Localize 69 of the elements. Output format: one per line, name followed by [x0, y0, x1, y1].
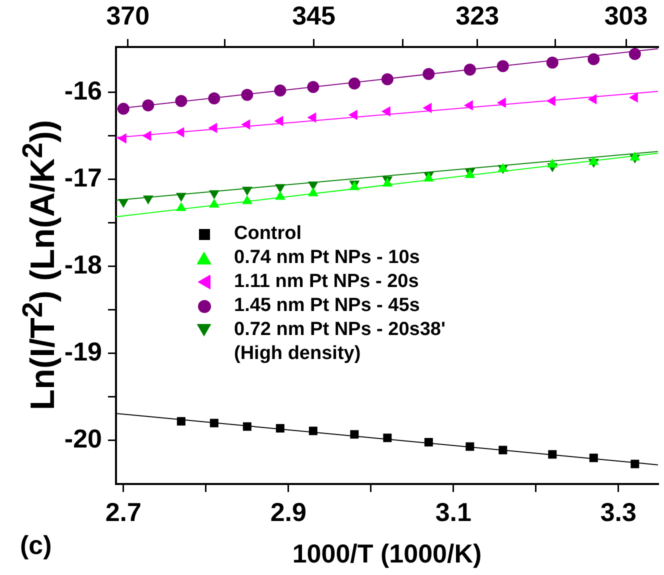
y-tick-label: -18	[64, 250, 102, 280]
legend-label: 1.11 nm Pt NPs - 20s	[234, 270, 419, 294]
point	[348, 78, 360, 90]
point	[176, 417, 186, 426]
x-tick-label: 2.7	[105, 496, 142, 527]
point	[142, 99, 154, 112]
point	[242, 186, 252, 196]
point	[422, 68, 435, 80]
x-tick-label: 3.3	[600, 496, 636, 527]
point	[589, 454, 598, 462]
point	[242, 422, 252, 431]
legend-label: 1.45 nm Pt NPs - 45s	[234, 294, 420, 318]
point	[142, 195, 154, 204]
point	[274, 184, 286, 194]
point	[630, 460, 640, 468]
point	[381, 73, 394, 86]
point	[208, 122, 218, 134]
text: (c)	[20, 530, 52, 561]
y-tick-label: -20	[64, 424, 102, 454]
point	[348, 110, 358, 120]
point	[117, 133, 126, 144]
x2-tick-label: 323	[456, 0, 500, 31]
point	[308, 426, 318, 436]
point	[381, 106, 390, 117]
point	[307, 112, 316, 123]
point	[208, 92, 220, 104]
point	[422, 102, 432, 114]
point	[496, 98, 506, 108]
point	[142, 130, 152, 141]
point	[175, 127, 184, 138]
point	[628, 48, 641, 60]
point	[548, 450, 557, 459]
x-tick-label: 3.1	[435, 496, 472, 527]
point	[176, 192, 186, 202]
point	[208, 190, 220, 200]
x2-tick-label: 345	[292, 0, 336, 31]
y-tick-label: -19	[64, 336, 102, 367]
x-axis-title: 1000/T (1000/K)	[292, 538, 482, 569]
point	[276, 424, 284, 433]
y-tick-label: -16	[64, 75, 102, 106]
point	[464, 64, 476, 76]
point	[241, 119, 250, 130]
x2-tick-label: 370	[106, 0, 150, 31]
point	[466, 442, 474, 451]
legend-label: 0.72 nm Pt NPs - 20s38' (High density)	[234, 318, 446, 366]
point	[628, 92, 638, 103]
point	[307, 81, 320, 94]
point	[241, 88, 254, 101]
point	[274, 116, 284, 126]
point	[118, 198, 129, 208]
point	[274, 84, 286, 97]
point	[117, 102, 130, 115]
point	[496, 60, 509, 72]
x2-tick-label: 303	[604, 0, 648, 31]
point	[424, 438, 433, 446]
point	[175, 94, 188, 107]
y-tick-label: -17	[64, 162, 102, 192]
legend-label: Control	[234, 222, 302, 246]
point	[464, 100, 473, 111]
legend-label: 0.74 nm Pt NPs - 10s	[234, 246, 420, 270]
x-tick-label: 2.9	[270, 496, 306, 527]
point	[210, 418, 218, 428]
point	[546, 96, 556, 106]
point	[588, 53, 600, 66]
point	[498, 446, 508, 454]
point	[383, 434, 392, 442]
point	[546, 56, 558, 69]
point	[350, 430, 359, 439]
point	[588, 94, 597, 104]
